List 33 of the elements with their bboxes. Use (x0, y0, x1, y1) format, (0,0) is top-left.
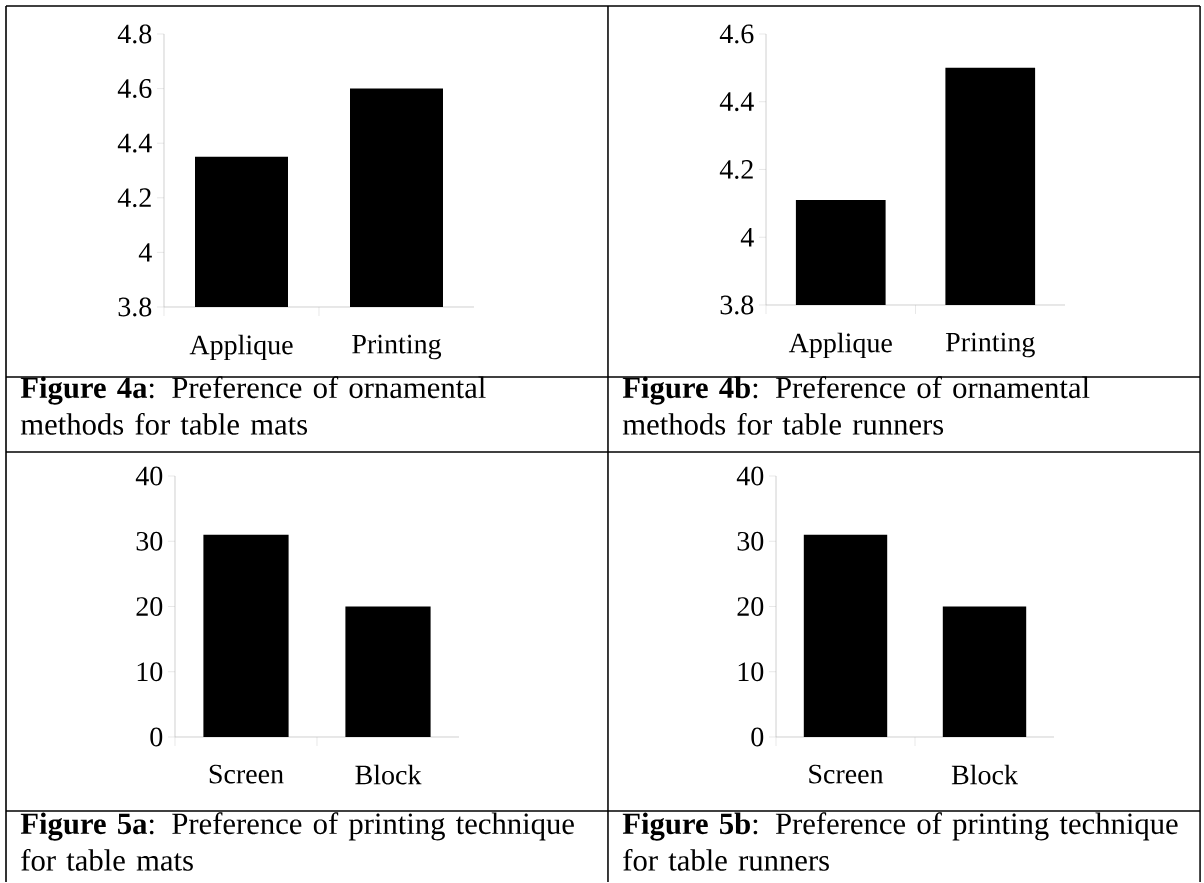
y-tick-label: 3.8 (118, 297, 152, 317)
y-tick-label: 30 (136, 531, 163, 551)
y-tick-label: 4 (740, 228, 754, 247)
y-tick-label: 10 (738, 662, 764, 682)
y-tick-label: 3.8 (720, 295, 754, 315)
y-tick-label: 10 (137, 662, 163, 682)
x-tick-label: Screen (209, 764, 284, 784)
y-tick-label: 40 (135, 466, 163, 486)
y-tick-label: 4.4 (719, 92, 754, 112)
y-tick-label: 0 (751, 727, 764, 747)
x-tick-label: Block (951, 764, 1018, 785)
y-tick-label: 40 (736, 466, 764, 486)
y-tick-label: 0 (150, 727, 163, 747)
x-tick-label: Printing (352, 334, 442, 360)
y-tick-label: 20 (136, 597, 163, 617)
y-tick-label: 30 (737, 531, 764, 551)
x-tick-label: Screen (809, 764, 884, 784)
y-tick-label: 4.6 (117, 79, 152, 99)
y-tick-label: 4.2 (719, 160, 753, 180)
x-tick-label: Applique (788, 332, 892, 359)
text: Figure 4a: Preference of ornamental methods for table mats (20, 376, 486, 435)
y-tick-label: 4.4 (117, 133, 152, 153)
y-tick-label: 4.6 (719, 24, 754, 44)
y-tick-label: 4 (138, 243, 152, 262)
text: Figure 4b: Preference of ornamental methods for table runners (622, 376, 1090, 435)
text: Figure 5a: Preference of printing technique for table mats (20, 812, 574, 871)
x-tick-label: Printing (945, 332, 1035, 358)
x-tick-label: Applique (189, 334, 293, 361)
y-tick-label: 4.2 (117, 188, 151, 208)
y-tick-label: 20 (737, 597, 764, 617)
x-tick-label: Block (355, 764, 422, 785)
text: Figure 5b: Preference of printing technique for table runners (622, 812, 1178, 871)
y-tick-label: 4.8 (117, 24, 152, 44)
